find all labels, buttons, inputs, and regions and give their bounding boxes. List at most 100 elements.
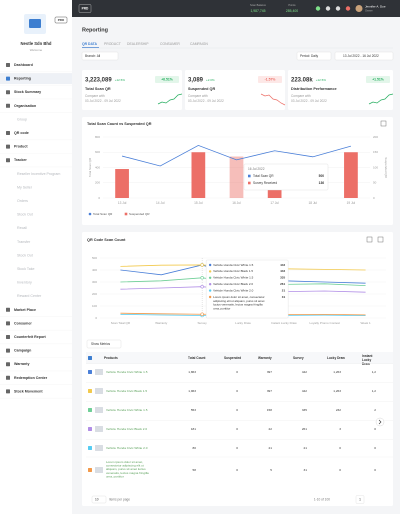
menu-item[interactable]: Reseller Incentive Program [17, 172, 60, 176]
product-name[interactable]: Vehicle Honda Civic Black 2.0 [106, 427, 147, 431]
product-name[interactable]: Vehicle Honda Civic Black 1.5 [106, 389, 147, 393]
show-metrics-button [86, 339, 122, 349]
menu-item[interactable]: QR code [14, 131, 29, 135]
period-filter[interactable]: Period: Daily [300, 54, 318, 58]
x-tick-label: 17 Jul [270, 201, 279, 205]
menu-item[interactable]: Stock Out [17, 213, 33, 217]
menu-item[interactable]: Campaign [14, 349, 31, 353]
tooltip-value: 335 [280, 276, 285, 280]
menu-item[interactable]: Organisation [14, 104, 36, 108]
table-cell: 0 [374, 427, 376, 431]
tooltip-value: 21 [282, 288, 286, 292]
menu-item[interactable]: Recall [17, 226, 27, 230]
topbar-icon[interactable] [315, 6, 321, 11]
menu-item[interactable]: Transfer [17, 240, 31, 244]
y2-tick-label: 50 [373, 181, 377, 185]
topbar-icon[interactable] [335, 6, 341, 11]
column-header: Suspended [224, 356, 241, 360]
menu-item[interactable]: Stock Take [17, 267, 35, 271]
product-name[interactable]: Vehicle Honda Civic White 2.0 [106, 446, 148, 450]
scroll-right-button[interactable] [375, 417, 385, 427]
tab[interactable]: DEALERSHIP [127, 42, 149, 46]
tab[interactable]: PRODUCT [104, 42, 121, 46]
tooltip-value: 261 [280, 282, 285, 286]
show-metrics[interactable]: Show Metrics [91, 342, 111, 346]
menu-item[interactable]: Orders [17, 199, 28, 203]
table-cell: 1,963 [188, 389, 196, 393]
menu-icon [6, 321, 10, 326]
menu-item[interactable]: Market Place [14, 308, 36, 312]
topbar-icon[interactable] [325, 6, 331, 11]
legend-label: Suspended QR [129, 212, 150, 216]
menu-icon [6, 307, 10, 312]
y2-tick-label: 100 [373, 165, 378, 169]
menu-item[interactable]: Product [14, 145, 28, 149]
menu-item[interactable]: Counterfeit Report [14, 335, 47, 339]
table-cell: 397 [267, 389, 272, 393]
menu-item[interactable]: Group [17, 117, 27, 121]
badge [54, 16, 68, 24]
table-cell: 1,2 [372, 370, 377, 374]
product-name[interactable]: Vehicle Honda Civic White 1.5 [106, 408, 148, 412]
branch-select [81, 51, 119, 61]
product-thumbnail [95, 467, 103, 473]
page-number[interactable]: 1 [359, 498, 361, 502]
x-tick-label: Survey [197, 321, 207, 325]
menu-icon [6, 362, 10, 367]
menu-icon [6, 131, 10, 135]
tooltip-marker [248, 174, 251, 178]
tab[interactable]: CONSUMER [160, 42, 180, 46]
header-checkbox [88, 356, 92, 360]
topbar-icon[interactable] [345, 6, 351, 11]
menu-item[interactable]: Stock Out [17, 253, 33, 257]
table-cell: 1,263 [333, 389, 341, 393]
menu-item[interactable]: Consumer [14, 321, 32, 325]
menu-item[interactable]: Dashboard [14, 63, 33, 67]
column-header: Lucky Draw [327, 356, 345, 360]
legend-marker [88, 212, 92, 216]
tooltip-label: Vehicle Honda Civic Black 1.5 [213, 269, 253, 273]
tab[interactable]: CAMPAIGN [190, 42, 208, 46]
tooltip-label: Vehicle Honda Civic Black 2.0 [213, 282, 253, 286]
stat-title: Distribution Performance [291, 87, 337, 91]
table-cell: 0 [374, 468, 376, 472]
stat-title: Total Scan QR [85, 87, 111, 91]
menu-item[interactable]: Reward Center [17, 294, 42, 298]
menu-item[interactable]: My Seller [17, 185, 33, 189]
menu-item[interactable]: Tracker [14, 158, 27, 162]
row-checkbox [88, 446, 92, 450]
column-header: Instant Lucky Draw [362, 354, 373, 366]
y-tick-label: 0 [95, 316, 97, 320]
menu-item[interactable]: Reporting [14, 77, 31, 81]
period-select [296, 51, 332, 61]
column-header: Products [104, 356, 118, 360]
sidebar [0, 0, 72, 514]
tab[interactable]: QR DATA [82, 42, 97, 46]
table-cell: 335 [302, 408, 307, 412]
table-cell: 22 [269, 427, 273, 431]
product-name[interactable]: Vehicle Honda Civic White 1.5 [106, 370, 148, 374]
bar [115, 169, 129, 198]
tooltip [205, 259, 289, 319]
menu-item[interactable]: Warranty [14, 362, 29, 366]
date-range[interactable]: 13 Jul 2022 - 16 Jul 2022 [343, 54, 379, 58]
product-name[interactable]: Lorem ipsum dolor sit amet, consectetur … [106, 460, 150, 478]
menu-item[interactable]: Stock Movement [14, 389, 43, 393]
table-cell: 0 [339, 446, 341, 450]
branch-filter[interactable]: Branch: All [85, 54, 101, 58]
row-checkbox [88, 468, 92, 472]
menu-item[interactable]: Stock Summary [14, 90, 41, 94]
stat-compare-range: 03 Jul 2022 - 09 Jul 2022 [85, 99, 121, 103]
logo-mark [29, 19, 41, 28]
tooltip-marker [208, 276, 212, 279]
page-size[interactable]: 10 [95, 498, 99, 502]
x-tick-label: Warranty [155, 321, 168, 325]
y-tick-label: 600 [95, 150, 100, 154]
menu-item[interactable]: Inventory [17, 281, 32, 285]
menu-icon [6, 389, 10, 394]
scroll-arrow [378, 419, 382, 425]
x-tick-label: 18 Jul [309, 201, 318, 205]
hover-point [200, 276, 204, 280]
menu-item[interactable]: Redemption Center [14, 376, 48, 380]
